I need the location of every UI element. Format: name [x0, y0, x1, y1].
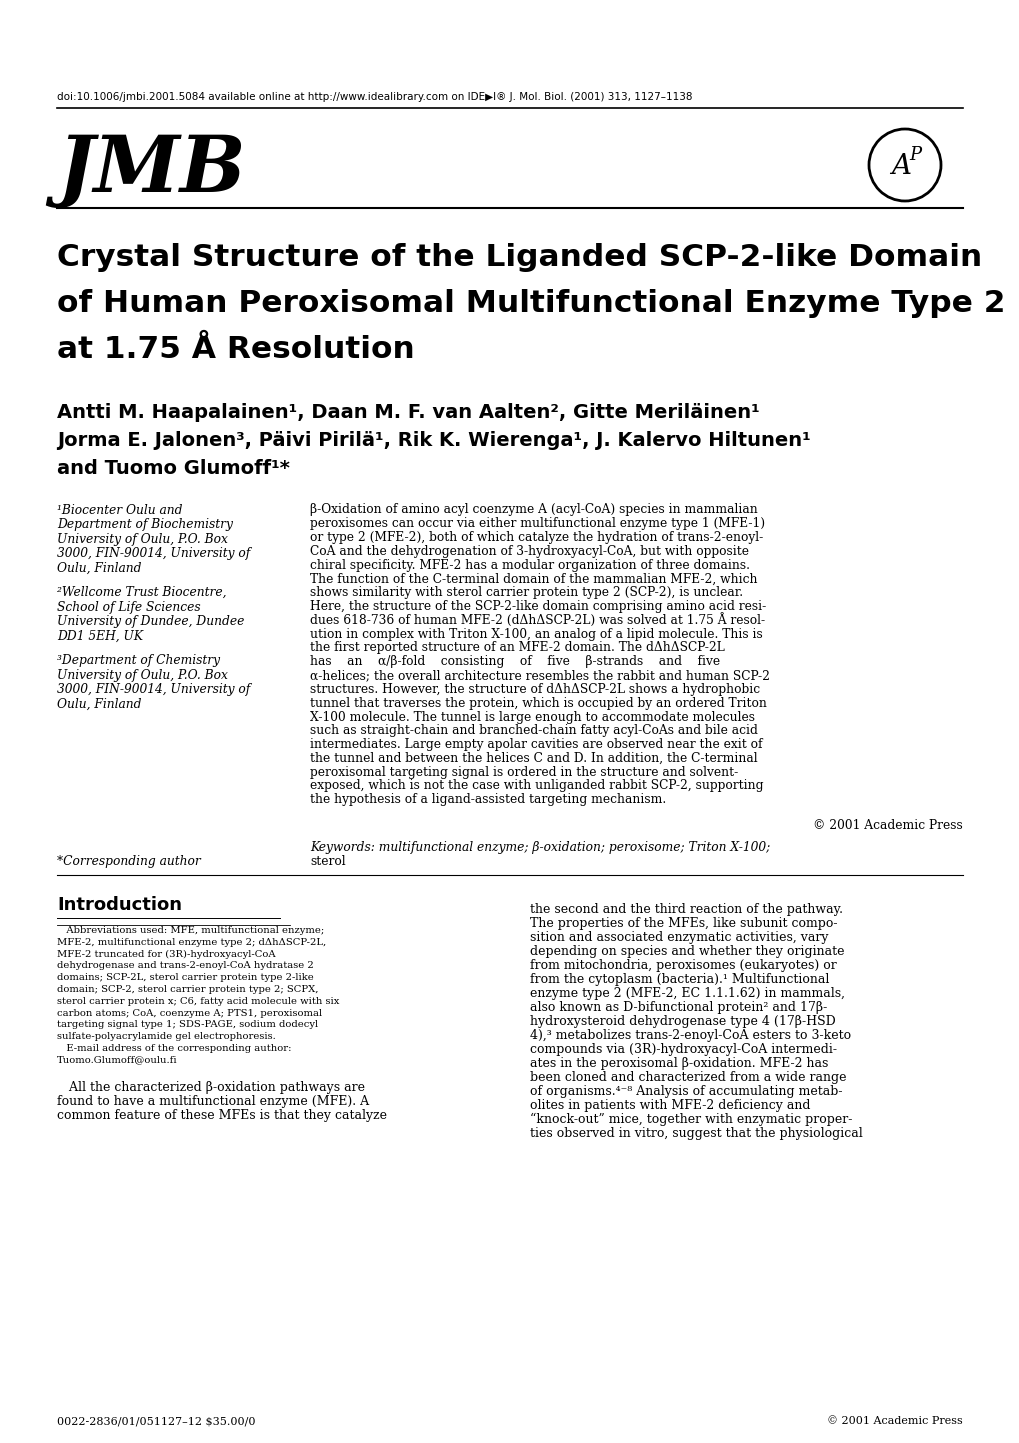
Text: exposed, which is not the case with unliganded rabbit SCP-2, supporting: exposed, which is not the case with unli…	[310, 779, 763, 792]
Text: sulfate-polyacrylamide gel electrophoresis.: sulfate-polyacrylamide gel electrophores…	[57, 1032, 275, 1040]
Text: All the characterized β-oxidation pathways are: All the characterized β-oxidation pathwa…	[57, 1081, 365, 1094]
Text: compounds via (3R)-hydroxyacyl-CoA intermedi-: compounds via (3R)-hydroxyacyl-CoA inter…	[530, 1043, 837, 1056]
Text: 0022-2836/01/051127–12 $35.00/0: 0022-2836/01/051127–12 $35.00/0	[57, 1416, 255, 1426]
Text: Introduction: Introduction	[57, 896, 181, 915]
Text: of organisms.⁴⁻⁸ Analysis of accumulating metab-: of organisms.⁴⁻⁸ Analysis of accumulatin…	[530, 1085, 842, 1098]
Text: ³Department of Chemistry: ³Department of Chemistry	[57, 654, 220, 667]
Text: 3000, FIN-90014, University of: 3000, FIN-90014, University of	[57, 683, 250, 696]
Text: the hypothesis of a ligand-assisted targeting mechanism.: the hypothesis of a ligand-assisted targ…	[310, 794, 665, 807]
Text: chiral specificity. MFE-2 has a modular organization of three domains.: chiral specificity. MFE-2 has a modular …	[310, 558, 749, 571]
Text: Oulu, Finland: Oulu, Finland	[57, 697, 142, 710]
Text: α-helices; the overall architecture resembles the rabbit and human SCP-2: α-helices; the overall architecture rese…	[310, 670, 769, 683]
Text: Crystal Structure of the Liganded SCP-2-like Domain: Crystal Structure of the Liganded SCP-2-…	[57, 244, 981, 273]
Text: domains; SCP-2L, sterol carrier protein type 2-like: domains; SCP-2L, sterol carrier protein …	[57, 973, 314, 983]
Text: University of Oulu, P.O. Box: University of Oulu, P.O. Box	[57, 532, 227, 545]
Text: ²Wellcome Trust Biocentre,: ²Wellcome Trust Biocentre,	[57, 586, 226, 599]
Text: and Tuomo Glumoff¹*: and Tuomo Glumoff¹*	[57, 459, 289, 478]
Text: intermediates. Large empty apolar cavities are observed near the exit of: intermediates. Large empty apolar caviti…	[310, 739, 762, 752]
Text: “knock-out” mice, together with enzymatic proper-: “knock-out” mice, together with enzymati…	[530, 1113, 852, 1126]
Text: olites in patients with MFE-2 deficiency and: olites in patients with MFE-2 deficiency…	[530, 1100, 810, 1113]
Text: *Corresponding author: *Corresponding author	[57, 856, 201, 869]
Text: Here, the structure of the SCP-2-like domain comprising amino acid resi-: Here, the structure of the SCP-2-like do…	[310, 600, 765, 613]
Text: X-100 molecule. The tunnel is large enough to accommodate molecules: X-100 molecule. The tunnel is large enou…	[310, 710, 754, 723]
Text: hydroxysteroid dehydrogenase type 4 (17β-HSD: hydroxysteroid dehydrogenase type 4 (17β…	[530, 1014, 835, 1027]
Text: enzyme type 2 (MFE-2, EC 1.1.1.62) in mammals,: enzyme type 2 (MFE-2, EC 1.1.1.62) in ma…	[530, 987, 844, 1000]
Text: ates in the peroxisomal β-oxidation. MFE-2 has: ates in the peroxisomal β-oxidation. MFE…	[530, 1056, 827, 1069]
Text: Abbreviations used: MFE, multifunctional enzyme;: Abbreviations used: MFE, multifunctional…	[57, 926, 324, 935]
Text: CoA and the dehydrogenation of 3-hydroxyacyl-CoA, but with opposite: CoA and the dehydrogenation of 3-hydroxy…	[310, 545, 748, 558]
Text: β-Oxidation of amino acyl coenzyme A (acyl-CoA) species in mammalian: β-Oxidation of amino acyl coenzyme A (ac…	[310, 504, 757, 517]
Text: © 2001 Academic Press: © 2001 Academic Press	[812, 820, 962, 833]
Text: peroxisomes can occur via either multifunctional enzyme type 1 (MFE-1): peroxisomes can occur via either multifu…	[310, 517, 764, 530]
Text: common feature of these MFEs is that they catalyze: common feature of these MFEs is that the…	[57, 1110, 386, 1123]
Text: 3000, FIN-90014, University of: 3000, FIN-90014, University of	[57, 547, 250, 560]
Text: MFE-2 truncated for (3R)-hydroxyacyl-CoA: MFE-2 truncated for (3R)-hydroxyacyl-CoA	[57, 949, 275, 958]
Text: ution in complex with Triton X-100, an analog of a lipid molecule. This is: ution in complex with Triton X-100, an a…	[310, 628, 762, 641]
Text: The properties of the MFEs, like subunit compo-: The properties of the MFEs, like subunit…	[530, 916, 837, 929]
Text: A: A	[891, 153, 910, 180]
Text: University of Oulu, P.O. Box: University of Oulu, P.O. Box	[57, 668, 227, 681]
Text: has    an    α/β-fold    consisting    of    five    β-strands    and    five: has an α/β-fold consisting of five β-str…	[310, 655, 719, 668]
Text: also known as D-bifunctional protein² and 17β-: also known as D-bifunctional protein² an…	[530, 1001, 826, 1014]
Text: sterol carrier protein x; C6, fatty acid molecule with six: sterol carrier protein x; C6, fatty acid…	[57, 997, 339, 1006]
Text: sterol: sterol	[310, 854, 345, 867]
Text: of Human Peroxisomal Multifunctional Enzyme Type 2: of Human Peroxisomal Multifunctional Enz…	[57, 290, 1005, 319]
Text: Department of Biochemistry: Department of Biochemistry	[57, 518, 232, 531]
Text: the tunnel and between the helices C and D. In addition, the C-terminal: the tunnel and between the helices C and…	[310, 752, 757, 765]
Text: domain; SCP-2, sterol carrier protein type 2; SCPX,: domain; SCP-2, sterol carrier protein ty…	[57, 986, 318, 994]
Text: from mitochondria, peroxisomes (eukaryotes) or: from mitochondria, peroxisomes (eukaryot…	[530, 960, 836, 973]
Text: Keywords: multifunctional enzyme; β-oxidation; peroxisome; Triton X-100;: Keywords: multifunctional enzyme; β-oxid…	[310, 841, 769, 854]
Text: © 2001 Academic Press: © 2001 Academic Press	[826, 1416, 962, 1426]
Text: targeting signal type 1; SDS-PAGE, sodium dodecyl: targeting signal type 1; SDS-PAGE, sodiu…	[57, 1020, 318, 1029]
Text: found to have a multifunctional enzyme (MFE). A: found to have a multifunctional enzyme (…	[57, 1095, 369, 1108]
Text: Oulu, Finland: Oulu, Finland	[57, 561, 142, 574]
Text: The function of the C-terminal domain of the mammalian MFE-2, which: The function of the C-terminal domain of…	[310, 573, 757, 586]
Text: ¹Biocenter Oulu and: ¹Biocenter Oulu and	[57, 504, 182, 517]
Text: or type 2 (MFE-2), both of which catalyze the hydration of trans-2-enoyl-: or type 2 (MFE-2), both of which catalyz…	[310, 531, 762, 544]
Text: P: P	[908, 146, 920, 165]
Text: at 1.75 Å Resolution: at 1.75 Å Resolution	[57, 336, 415, 365]
Text: University of Dundee, Dundee: University of Dundee, Dundee	[57, 615, 245, 628]
Text: peroxisomal targeting signal is ordered in the structure and solvent-: peroxisomal targeting signal is ordered …	[310, 766, 738, 779]
Text: sition and associated enzymatic activities, vary: sition and associated enzymatic activiti…	[530, 931, 827, 944]
Text: Tuomo.Glumoff@oulu.fi: Tuomo.Glumoff@oulu.fi	[57, 1056, 177, 1065]
Text: Antti M. Haapalainen¹, Daan M. F. van Aalten², Gitte Meriläinen¹: Antti M. Haapalainen¹, Daan M. F. van Aa…	[57, 403, 759, 421]
Text: DD1 5EH, UK: DD1 5EH, UK	[57, 629, 143, 642]
Text: 4),³ metabolizes trans-2-enoyl-CoA esters to 3-keto: 4),³ metabolizes trans-2-enoyl-CoA ester…	[530, 1029, 850, 1042]
Text: been cloned and characterized from a wide range: been cloned and characterized from a wid…	[530, 1071, 846, 1084]
Text: MFE-2, multifunctional enzyme type 2; dΔhΔSCP-2L,: MFE-2, multifunctional enzyme type 2; dΔ…	[57, 938, 326, 947]
Text: dues 618-736 of human MFE-2 (dΔhΔSCP-2L) was solved at 1.75 Å resol-: dues 618-736 of human MFE-2 (dΔhΔSCP-2L)…	[310, 613, 764, 628]
Text: ties observed in vitro, suggest that the physiological: ties observed in vitro, suggest that the…	[530, 1127, 862, 1140]
Text: dehydrogenase and trans-2-enoyl-CoA hydratase 2: dehydrogenase and trans-2-enoyl-CoA hydr…	[57, 961, 314, 970]
Text: depending on species and whether they originate: depending on species and whether they or…	[530, 945, 844, 958]
Text: School of Life Sciences: School of Life Sciences	[57, 600, 201, 613]
Text: the second and the third reaction of the pathway.: the second and the third reaction of the…	[530, 903, 842, 916]
Text: Jorma E. Jalonen³, Päivi Pirilä¹, Rik K. Wierenga¹, J. Kalervo Hiltunen¹: Jorma E. Jalonen³, Päivi Pirilä¹, Rik K.…	[57, 430, 810, 450]
Text: structures. However, the structure of dΔhΔSCP-2L shows a hydrophobic: structures. However, the structure of dΔ…	[310, 683, 759, 696]
Text: carbon atoms; CoA, coenzyme A; PTS1, peroxisomal: carbon atoms; CoA, coenzyme A; PTS1, per…	[57, 1009, 322, 1017]
Text: tunnel that traverses the protein, which is occupied by an ordered Triton: tunnel that traverses the protein, which…	[310, 697, 766, 710]
Text: the first reported structure of an MFE-2 domain. The dΔhΔSCP-2L: the first reported structure of an MFE-2…	[310, 642, 725, 655]
Text: JMB: JMB	[57, 131, 246, 208]
Text: from the cytoplasm (bacteria).¹ Multifunctional: from the cytoplasm (bacteria).¹ Multifun…	[530, 973, 828, 986]
Text: such as straight-chain and branched-chain fatty acyl-CoAs and bile acid: such as straight-chain and branched-chai…	[310, 724, 757, 737]
Text: E-mail address of the corresponding author:: E-mail address of the corresponding auth…	[57, 1043, 291, 1053]
Text: doi:10.1006/jmbi.2001.5084 available online at http://www.idealibrary.com on IDE: doi:10.1006/jmbi.2001.5084 available onl…	[57, 92, 692, 102]
Text: shows similarity with sterol carrier protein type 2 (SCP-2), is unclear.: shows similarity with sterol carrier pro…	[310, 586, 743, 599]
